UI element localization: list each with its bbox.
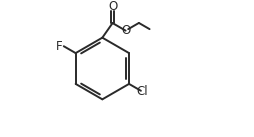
Text: F: F xyxy=(56,40,63,53)
Text: O: O xyxy=(121,24,130,37)
Text: O: O xyxy=(108,0,117,13)
Text: Cl: Cl xyxy=(137,85,148,98)
